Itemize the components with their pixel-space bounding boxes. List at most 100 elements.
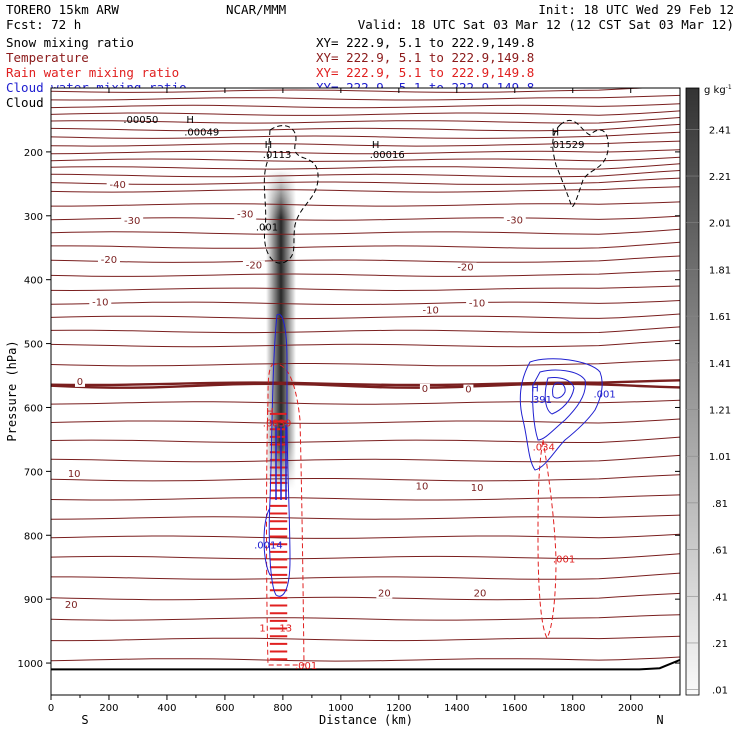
isotherm-line [51,177,680,185]
plot-area: -40 -30 -30 -30 -20 -20 -20 -10 -10 -10 0 0 0 10 10 10 2… [51,88,680,695]
isotherm-line [51,201,680,207]
label-bg [121,215,144,226]
isotherm-line [51,572,680,580]
isotherm-line [51,399,680,405]
label-bg [463,384,474,395]
x-tick-label: 1400 [444,703,469,714]
extrema-label: .391 [530,395,552,406]
temperature-label: -10 [92,298,108,309]
forecast-hour: Fcst: 72 h [6,17,81,32]
x-tick-label: 1800 [560,703,585,714]
temperature-label: 20 [474,588,487,599]
extrema-label: .0014 [254,540,283,551]
field-xy: XY= 222.9, 5.1 to 222.9,149.8 [316,35,534,50]
y-tick-label: 400 [24,276,43,287]
x-tick-label: 800 [273,703,292,714]
temperature-label: 0 [77,377,83,388]
temperature-label: -20 [246,261,262,272]
extrema-label: H [186,115,194,126]
colorbar-label: 2.01 [709,219,731,230]
isotherm-line [51,418,680,424]
isotherm-line [51,514,680,520]
isotherm-line [51,474,680,482]
terrain-surface [51,658,680,671]
extrema-label: .0839 [263,418,292,429]
isotherm-line [51,140,680,147]
isotherm-line [51,186,680,193]
colorbar-label: 1.41 [709,359,731,370]
isotherm-line [51,131,680,139]
isotherm-line [51,156,680,162]
isotherm-line [51,241,680,249]
isotherm-line [51,339,680,348]
y-tick-label: 600 [24,403,43,414]
label-bg [419,305,442,316]
label-bg [89,297,112,308]
isotherm-line [51,123,680,132]
isotherm-line [51,379,680,387]
temperature-label: -20 [101,255,117,266]
init-time: Init: 18 UTC Wed 29 Feb 12 [538,2,734,17]
temperature-label: -30 [237,210,253,221]
label-bg [466,298,489,309]
label-bg [242,260,265,271]
org-title: NCAR/MMM [226,2,286,17]
label-bg [74,376,85,387]
field-xy: XY= 222.9, 5.1 to 222.9,149.8 [316,65,534,80]
isotherm-line [51,494,680,501]
temperature-label: -30 [507,215,523,226]
isotherm-line [51,592,680,601]
label-bg [376,588,393,599]
x-tick-label: 2000 [618,703,643,714]
label-bg [63,599,80,610]
temperature-label: -20 [457,263,473,274]
cloud-ice-contour [263,125,319,264]
isotherm-line [51,228,680,235]
temperature-label: 0 [465,385,471,396]
isotherm-line [51,110,680,116]
isotherm-line [51,103,680,109]
x-tick-label: 0 [48,703,54,714]
label-bg [469,482,486,493]
temperature-label: 20 [65,600,78,611]
colorbar-label: 2.21 [709,172,731,183]
extrema-label: H [372,140,380,151]
cloud-water-contours [263,313,603,597]
rain-contour [266,363,305,666]
extrema-label: H [265,140,273,151]
plot-frame [50,87,681,696]
temperature-label: -30 [124,216,140,227]
isotherm-line [51,656,680,662]
label-bg [503,215,526,226]
extrema-label: H [266,407,274,418]
y-tick-label: 200 [24,148,43,159]
extrema-label: H [552,128,560,139]
colorbar-label: .21 [712,639,728,650]
extrema-label: 13 [279,624,292,635]
isotherm-line [51,149,680,155]
label-bg [97,254,120,265]
temperature-label: 20 [378,588,391,599]
y-tick-label: 700 [24,467,43,478]
y-tick-label: 800 [24,531,43,542]
isotherm-line [51,163,680,170]
cloud-water-core [275,425,287,500]
colorbar-label: 1.01 [709,452,731,463]
isotherm-line [51,88,655,93]
isotherm-line [51,326,680,334]
isotherm-line [51,553,680,560]
extrema-label: .001 [594,390,616,401]
colorbar-label: .01 [712,686,728,697]
x-tick-label: 1600 [502,703,527,714]
y-tick-label: 300 [24,212,43,223]
contour-labels: -40 -30 -30 -30 -20 -20 -20 -10 -10 -10 0 0 0 10 10 10 2… [63,115,616,672]
isotherm-line [51,94,680,101]
temperature-label: 0 [422,384,428,395]
isotherm-line [51,270,680,277]
isotherm-line [51,300,680,305]
colorbar-label: 2.41 [709,125,731,136]
label-bg [234,209,257,220]
isotherm-line [51,454,680,463]
